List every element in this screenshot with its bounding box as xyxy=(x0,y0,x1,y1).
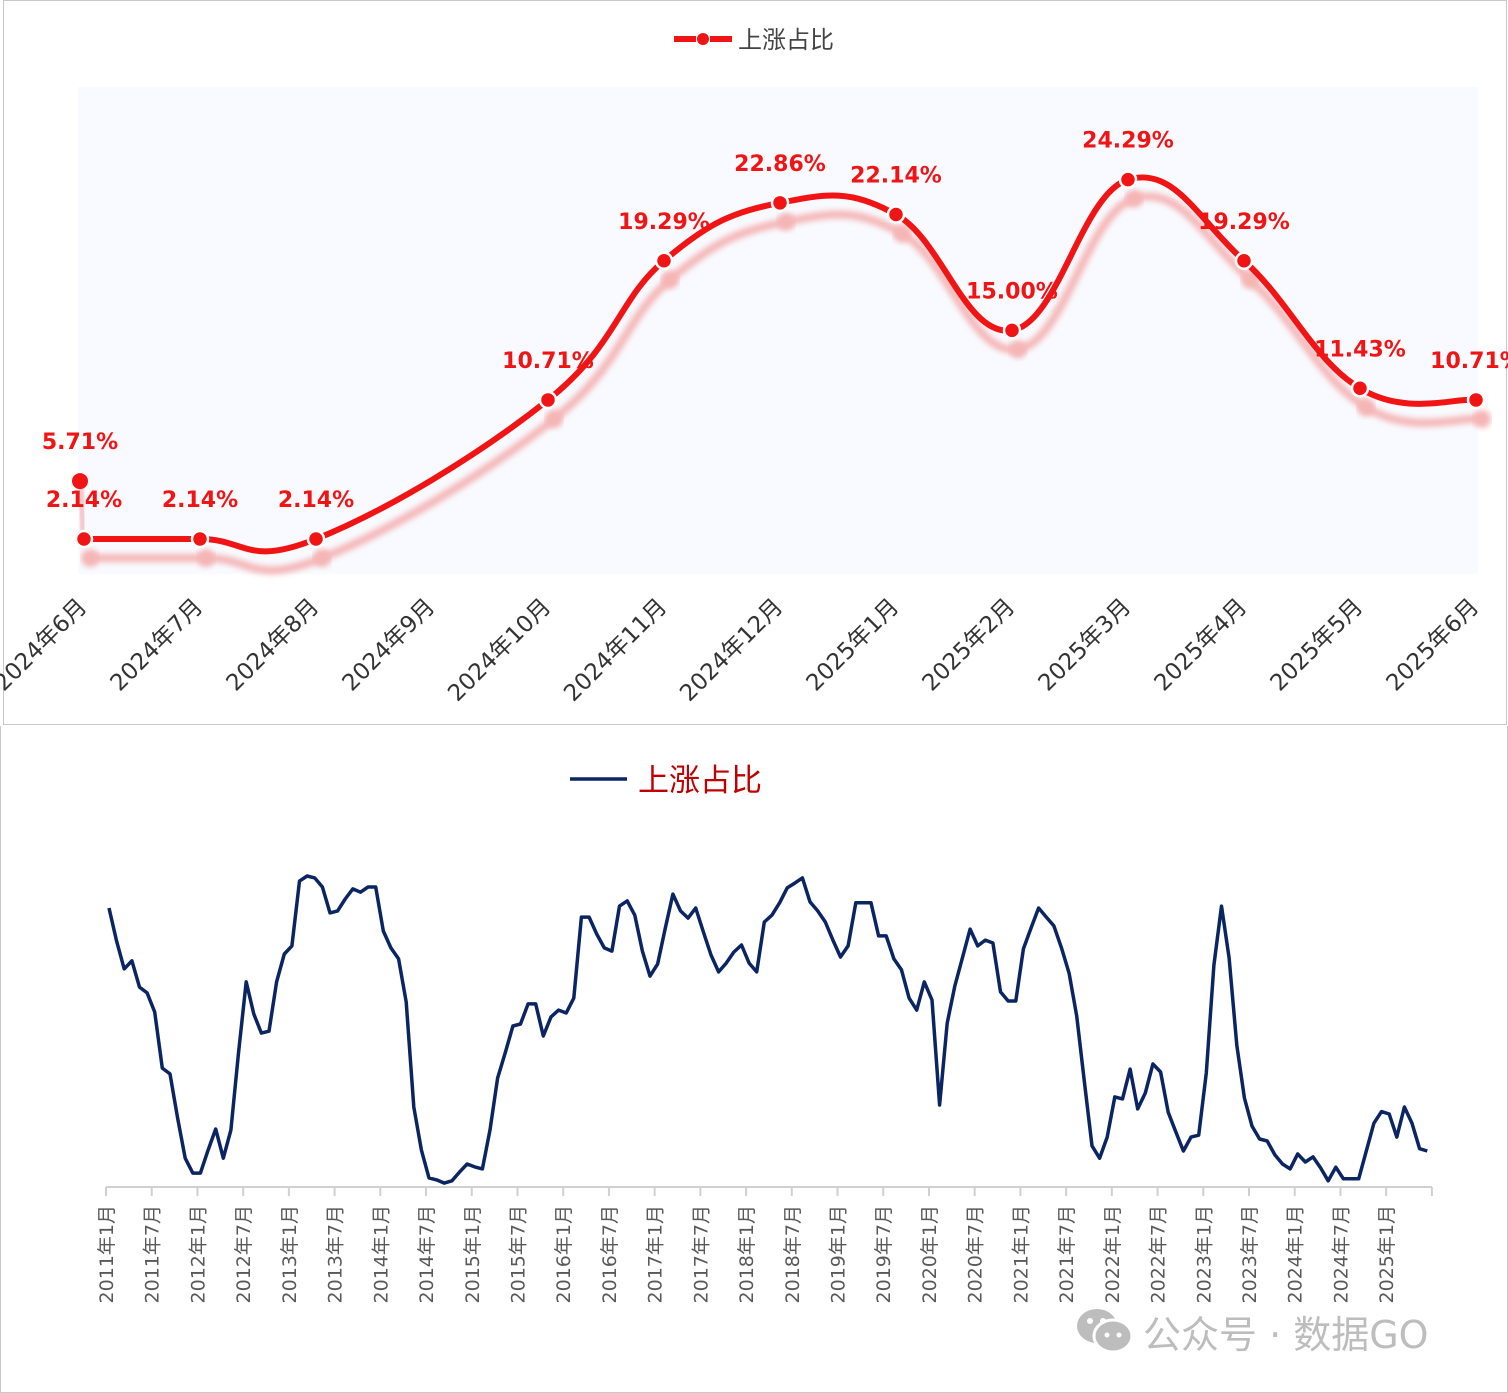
legend-label: 上涨占比 xyxy=(738,26,834,54)
x-tick-label: 2025年1月 xyxy=(802,594,905,697)
x-tick-label: 2011年7月 xyxy=(142,1205,164,1303)
data-point xyxy=(886,205,906,224)
x-tick-label: 2017年7月 xyxy=(690,1205,712,1303)
data-label: 2.14% xyxy=(46,488,122,513)
x-tick-label: 2013年1月 xyxy=(279,1205,301,1303)
data-point xyxy=(1350,379,1370,398)
x-tick-label: 2025年6月 xyxy=(1382,594,1485,697)
series-line xyxy=(107,874,1428,1185)
data-point xyxy=(1234,251,1254,271)
data-label: 19.29% xyxy=(618,210,710,235)
x-tick-label: 2021年7月 xyxy=(1056,1205,1078,1303)
x-tick-label: 2017年1月 xyxy=(645,1205,667,1303)
legend-label: 上涨占比 xyxy=(638,763,762,799)
watermark-text: 公众号 · 数据GO xyxy=(1143,1313,1429,1357)
data-point xyxy=(306,529,326,549)
x-tick-label: 2025年5月 xyxy=(1266,594,1369,697)
x-tick-label: 2014年1月 xyxy=(370,1205,392,1303)
data-label: 24.29% xyxy=(1082,129,1174,154)
x-tick-label: 2018年1月 xyxy=(736,1205,758,1303)
x-tick-label: 2019年7月 xyxy=(873,1205,895,1303)
x-tick-label: 2011年1月 xyxy=(96,1205,118,1303)
data-point xyxy=(654,251,674,271)
shadow-marker xyxy=(1009,340,1027,359)
data-point-extra xyxy=(72,473,88,490)
data-label: 2.14% xyxy=(162,488,238,513)
wechat-icon xyxy=(1077,1309,1134,1354)
x-tick-label: 2018年7月 xyxy=(782,1205,804,1303)
legend-marker-icon xyxy=(697,33,709,45)
x-tick-label: 2016年7月 xyxy=(599,1205,621,1303)
x-tick-label: 2020年1月 xyxy=(919,1205,941,1303)
shadow-marker xyxy=(893,224,911,243)
x-tick-label: 2021年1月 xyxy=(1010,1205,1032,1303)
x-tick-label: 2024年1月 xyxy=(1285,1205,1307,1303)
x-tick-label: 2023年7月 xyxy=(1239,1205,1261,1303)
data-label: 2.14% xyxy=(278,488,354,513)
shadow-marker xyxy=(197,548,215,567)
x-tick-label: 2012年1月 xyxy=(187,1205,209,1303)
data-label: 22.86% xyxy=(734,152,826,177)
extra-point-connector xyxy=(77,480,87,540)
data-point xyxy=(1466,390,1486,410)
top-chart: 上涨占比 2.14% 2.14% 2.14% 10.71% 19.29% 22.86% 22… xyxy=(0,26,1508,707)
x-tick-label: 2025年4月 xyxy=(1150,594,1253,697)
x-tick-label: 2024年7月 xyxy=(106,594,209,697)
bottom-chart: 上涨占比 2011年1月 2011年7月 2012年1月 2012年7月 2013年1月… xyxy=(96,763,1433,1303)
shadow-marker xyxy=(1241,270,1259,289)
shadow-marker xyxy=(777,212,795,231)
data-label: 22.14% xyxy=(850,164,942,189)
x-tick-label: 2022年7月 xyxy=(1148,1205,1170,1303)
x-tick-label: 2016年1月 xyxy=(553,1205,575,1303)
shadow-marker xyxy=(1125,189,1143,208)
x-tick-label: 2025年3月 xyxy=(1034,594,1137,697)
data-point xyxy=(74,529,94,549)
x-tick-label: 2024年9月 xyxy=(338,594,441,697)
watermark: 公众号 · 数据GO xyxy=(1077,1309,1429,1357)
data-label: 11.43% xyxy=(1314,337,1406,362)
x-tick-label: 2013年7月 xyxy=(325,1205,347,1303)
shadow-markers xyxy=(77,189,1491,567)
shadow-marker xyxy=(81,548,99,567)
x-tick-label: 2024年11月 xyxy=(559,594,672,707)
top-chart-frame xyxy=(3,0,1507,725)
plot-area xyxy=(78,87,1478,574)
data-point xyxy=(1118,170,1138,189)
x-tick-label: 2012年7月 xyxy=(233,1205,255,1303)
shadow-marker xyxy=(313,548,331,567)
shadow-marker xyxy=(545,409,563,428)
x-tick-label: 2024年6月 xyxy=(0,594,92,697)
data-point xyxy=(770,193,790,213)
x-tick-label: 2019年1月 xyxy=(828,1205,850,1303)
data-point xyxy=(1002,321,1022,340)
data-label: 10.71% xyxy=(502,349,594,374)
x-tick-label: 2025年1月 xyxy=(1376,1205,1398,1303)
legend: 上涨占比 xyxy=(674,26,834,54)
x-tick-label: 2020年7月 xyxy=(965,1205,987,1303)
x-tick-label: 2022年1月 xyxy=(1102,1205,1124,1303)
shadow-marker xyxy=(1357,398,1375,417)
data-point xyxy=(190,529,210,549)
x-tick-label: 2014年7月 xyxy=(416,1205,438,1303)
x-tick-label: 2024年7月 xyxy=(1330,1205,1352,1303)
x-tick-label: 2025年2月 xyxy=(918,594,1021,697)
data-label: 19.29% xyxy=(1198,210,1290,235)
shadow-marker xyxy=(661,270,679,289)
x-tick-label: 2024年12月 xyxy=(675,594,788,707)
data-label: 15.00% xyxy=(966,279,1058,304)
x-tick-label: 2023年1月 xyxy=(1193,1205,1215,1303)
data-label: 5.71% xyxy=(42,430,118,455)
x-tick-label: 2015年1月 xyxy=(462,1205,484,1303)
data-label: 10.71% xyxy=(1430,349,1508,374)
legend: 上涨占比 xyxy=(570,763,762,799)
x-tick-label: 2015年7月 xyxy=(507,1205,529,1303)
x-tick-label: 2024年8月 xyxy=(222,594,325,697)
shadow-marker xyxy=(1473,409,1491,428)
data-point xyxy=(538,390,558,410)
x-tick-label: 2024年10月 xyxy=(443,594,556,707)
